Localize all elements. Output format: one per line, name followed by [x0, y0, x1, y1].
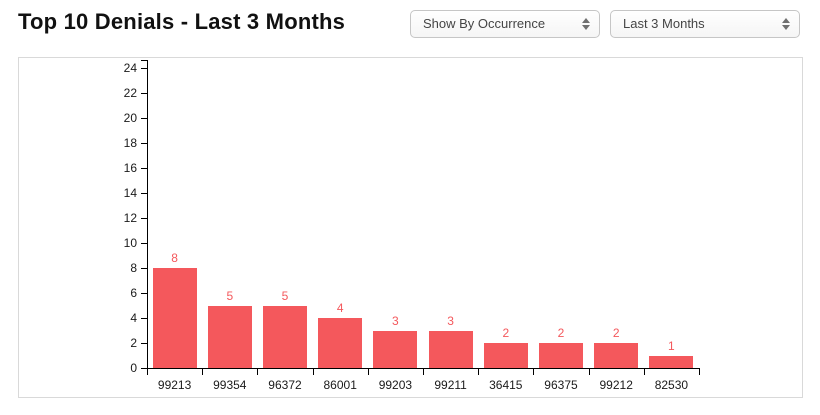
- bar-value-label: 5: [226, 288, 234, 303]
- y-tick-label: 16: [123, 161, 137, 175]
- x-category-label: 99354: [213, 378, 247, 392]
- y-tick: [141, 343, 147, 344]
- y-tick-label: 0: [130, 361, 137, 375]
- y-tick: [141, 318, 147, 319]
- x-tick: [257, 368, 258, 375]
- bar-value-label: 2: [502, 326, 510, 340]
- x-category-label: 99212: [599, 378, 633, 392]
- bar-99354[interactable]: [207, 305, 252, 368]
- x-tick: [589, 368, 590, 375]
- x-category-label: 99213: [157, 378, 192, 392]
- x-tick: [478, 368, 479, 375]
- x-category-label: 36415: [489, 378, 523, 392]
- y-axis-end-tick: [141, 60, 147, 61]
- x-tick: [202, 368, 203, 375]
- y-tick: [141, 93, 147, 94]
- chart-panel: 0 2 4 6 8 10 12 14 16 18 20 22 24 8 99213 5 99354 5 96372 4…: [18, 57, 803, 398]
- x-tick: [147, 368, 148, 375]
- y-tick: [141, 118, 147, 119]
- bar-value-label: 3: [447, 313, 454, 328]
- bar-86001[interactable]: [318, 318, 363, 368]
- x-tick: [644, 368, 645, 375]
- y-axis-line: [147, 60, 148, 369]
- y-tick-label: 6: [130, 286, 137, 300]
- bar-value-label: 2: [557, 326, 565, 340]
- y-tick: [141, 243, 147, 244]
- page-title: Top 10 Denials - Last 3 Months: [18, 9, 346, 34]
- y-tick: [141, 218, 147, 219]
- bar-value-label: 3: [392, 313, 399, 328]
- y-tick-label: 4: [130, 311, 137, 325]
- denials-bar-chart: 0 2 4 6 8 10 12 14 16 18 20 22 24 8 99213 5 99354 5 96372 4…: [19, 58, 802, 397]
- y-tick-label: 24: [123, 61, 137, 75]
- up-down-stepper-icon: [782, 18, 790, 30]
- y-tick-label: 10: [123, 236, 137, 250]
- y-tick: [141, 368, 147, 369]
- y-tick: [141, 68, 147, 69]
- bar-value-label: 8: [171, 251, 178, 265]
- bar-value-label: 1: [668, 338, 675, 353]
- y-tick-label: 18: [123, 136, 137, 150]
- y-tick: [141, 268, 147, 269]
- y-tick: [141, 293, 147, 294]
- x-category-label: 82530: [654, 378, 689, 392]
- y-tick-label: 20: [123, 111, 137, 125]
- y-tick-label: 22: [123, 86, 137, 100]
- period-select-value: Last 3 Months: [623, 16, 705, 31]
- show-by-select[interactable]: Show By Occurrence: [410, 10, 600, 38]
- bar-value-label: 4: [336, 301, 344, 315]
- period-select[interactable]: Last 3 Months: [610, 10, 800, 38]
- bar-82530[interactable]: [649, 355, 694, 368]
- x-category-label: 86001: [323, 378, 357, 392]
- x-category-label: 96375: [544, 378, 578, 392]
- bar-96375[interactable]: [539, 343, 583, 368]
- y-tick: [141, 143, 147, 144]
- x-tick: [313, 368, 314, 375]
- bar-99203[interactable]: [373, 330, 418, 368]
- x-tick: [423, 368, 424, 375]
- y-tick-label: 14: [123, 186, 137, 200]
- bar-value-label: 2: [612, 326, 620, 340]
- up-down-stepper-icon: [582, 18, 590, 30]
- y-tick-label: 2: [130, 336, 137, 350]
- bar-96372[interactable]: [263, 305, 307, 368]
- y-tick: [141, 168, 147, 169]
- bar-36415[interactable]: [483, 343, 528, 368]
- y-tick-label: 12: [123, 211, 137, 225]
- x-tick: [699, 368, 700, 375]
- x-category-label: 99203: [378, 378, 413, 392]
- x-category-label: 96372: [268, 378, 302, 392]
- bar-value-label: 5: [281, 288, 289, 303]
- x-category-label: 99211: [434, 378, 467, 392]
- bar-99211[interactable]: [428, 330, 473, 368]
- x-tick: [368, 368, 369, 375]
- y-tick-label: 8: [130, 261, 137, 275]
- show-by-select-value: Show By Occurrence: [423, 16, 546, 31]
- x-tick: [533, 368, 534, 375]
- y-tick: [141, 193, 147, 194]
- bar-99212[interactable]: [594, 343, 639, 368]
- bar-99213[interactable]: [152, 268, 197, 368]
